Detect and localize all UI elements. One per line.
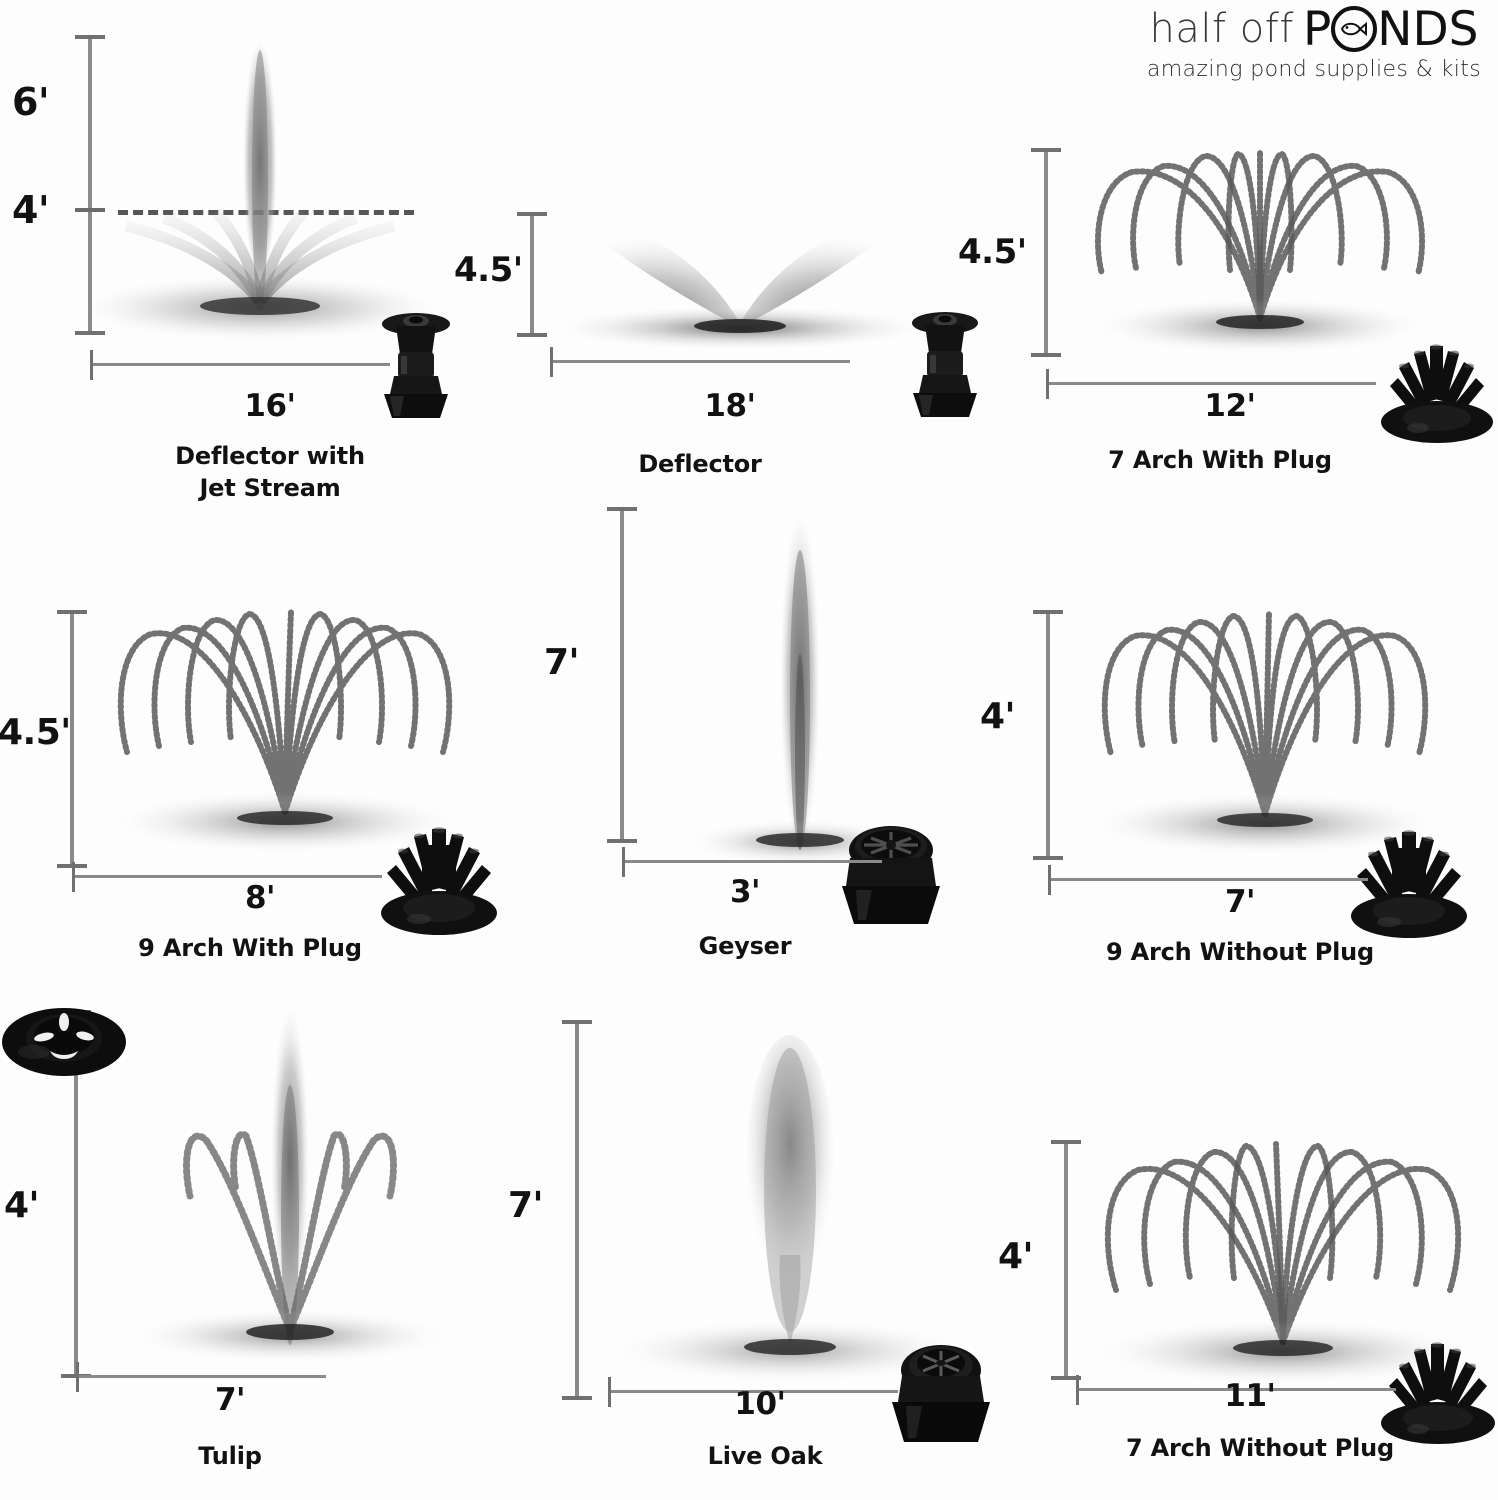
logo-ponds-text: P NDS xyxy=(1303,6,1479,53)
logo-half-off-text: half off xyxy=(1149,6,1294,52)
spray-pattern-live-oak xyxy=(614,1035,966,1382)
height-dimension-line xyxy=(1031,148,1061,357)
live-oak-nozzle xyxy=(888,1340,994,1453)
spray-pattern-geyser xyxy=(690,510,910,860)
height-label-primary: 4' xyxy=(980,696,1016,737)
spray-pattern-7-arch xyxy=(1094,149,1426,353)
panel-title: Live Oak xyxy=(707,1442,823,1470)
height-label-primary: 4' xyxy=(998,1236,1034,1277)
width-label: 16' xyxy=(244,388,296,424)
height-dimension-line xyxy=(517,212,547,337)
width-dimension-line xyxy=(1048,865,1368,895)
deflector-nozzle xyxy=(912,307,1372,424)
panel-live-oak: 7' xyxy=(490,990,1000,1500)
arch-nozzle xyxy=(1378,340,1496,451)
logo-tagline: amazing pond supplies & kits xyxy=(1146,57,1482,82)
panel-tulip: 4' xyxy=(0,990,500,1500)
deflector-jet-nozzle xyxy=(370,308,462,425)
panel-title: 7 Arch Without Plug xyxy=(1125,1434,1395,1462)
spray-pattern-9-arch xyxy=(117,609,453,852)
height-label-primary: 7' xyxy=(508,1185,544,1226)
logo-letters-nds: NDS xyxy=(1377,1,1479,57)
width-dimension-line xyxy=(90,350,390,380)
logo-letter-p: P xyxy=(1302,1,1332,57)
panel-geyser: 7' xyxy=(500,490,960,990)
panel-deflector: 4.5' xyxy=(450,0,978,500)
arch-nozzle xyxy=(378,825,500,942)
height-label-primary: 4.5' xyxy=(454,250,523,290)
width-dimension-line xyxy=(76,1362,326,1392)
panel-title-line-1: Deflector with xyxy=(175,442,365,470)
fish-glyph xyxy=(1341,21,1368,37)
logo-wordmark: half off P NDS xyxy=(1144,4,1484,54)
height-label-secondary: 4' xyxy=(12,188,50,232)
width-dimension-line xyxy=(1076,1375,1396,1405)
height-label-primary: 6' xyxy=(12,80,50,124)
width-label: 11' xyxy=(1224,1378,1276,1414)
panel-title: Geyser xyxy=(698,932,792,960)
spray-pattern-deflector xyxy=(556,211,924,350)
panel-title: 7 Arch With Plug xyxy=(1108,446,1332,474)
panel-title-line-2: Jet Stream xyxy=(199,474,341,503)
width-label: 7' xyxy=(1224,884,1256,920)
height-dimension-line xyxy=(607,507,637,843)
panel-9-arch-with-plug: 4.5' xyxy=(0,500,520,990)
width-label: 8' xyxy=(244,880,276,916)
width-dimension-line xyxy=(622,847,882,877)
height-tick-4ft xyxy=(75,208,105,212)
panel-title: Deflector with Jet Stream xyxy=(90,440,450,505)
geyser-nozzle xyxy=(838,820,944,935)
width-label: 7' xyxy=(214,1382,246,1418)
width-dimension-line xyxy=(72,862,382,892)
panel-9-arch-without-plug: 4' xyxy=(960,500,1498,990)
spray-pattern-9-arch-no-plug xyxy=(1095,609,1435,854)
width-dimension-line xyxy=(550,347,850,377)
panel-title: 9 Arch With Plug xyxy=(138,934,362,962)
width-label: 10' xyxy=(734,1386,786,1422)
height-label-primary: 4.5' xyxy=(958,232,1027,272)
panel-title: 9 Arch Without Plug xyxy=(1105,938,1375,966)
panel-7-arch-without-plug: 4' xyxy=(990,1100,1498,1500)
spray-pattern-tulip xyxy=(134,1008,446,1362)
panel-deflector-with-jet-stream: 6' 4' xyxy=(0,0,480,502)
panel-title: Deflector xyxy=(638,450,762,478)
height-label-primary: 7' xyxy=(544,642,580,683)
height-dimension-line xyxy=(562,1020,592,1400)
width-label: 3' xyxy=(729,874,761,910)
width-label: 12' xyxy=(1204,388,1256,424)
panel-title: Tulip xyxy=(198,1442,262,1470)
height-label-primary: 4.5' xyxy=(0,712,71,753)
width-label: 18' xyxy=(704,388,756,424)
height-dimension-line xyxy=(1033,610,1063,860)
fish-icon xyxy=(1331,6,1378,52)
height-label-primary: 4' xyxy=(4,1185,40,1226)
arch-nozzle xyxy=(1378,1338,1498,1451)
height-dimension-line xyxy=(1051,1140,1081,1380)
width-dimension-line xyxy=(608,1377,898,1407)
width-dimension-line xyxy=(1046,369,1376,399)
spray-pattern-deflector-jet xyxy=(82,28,438,340)
arch-nozzle xyxy=(1348,828,1470,945)
height-dimension-line xyxy=(75,35,105,335)
panel-7-arch-with-plug: 4.5' xyxy=(950,0,1498,500)
spray-pattern-7-arch-no-plug xyxy=(1099,1141,1467,1384)
brand-logo: half off P NDS amazing pond supplies & k… xyxy=(1144,4,1484,81)
